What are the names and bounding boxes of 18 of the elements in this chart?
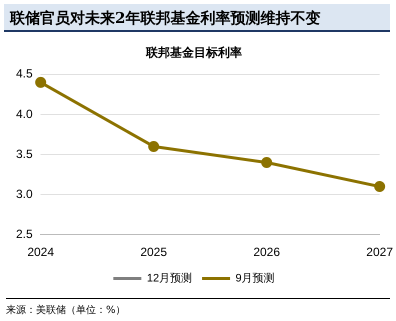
point xyxy=(261,157,272,168)
x-tick-label: 2027 xyxy=(366,245,394,260)
y-tick-label: 3.0 xyxy=(16,186,33,201)
x-tick-label: 2025 xyxy=(140,245,168,260)
y-tick-label: 4.5 xyxy=(16,66,33,81)
point xyxy=(148,140,160,152)
y-tick-label: 2.5 xyxy=(16,226,33,241)
legend-label: 12月预测 xyxy=(146,272,192,285)
chart-title: 联储官员对未来2年联邦基金利率预测维持不变 xyxy=(4,4,390,32)
point xyxy=(35,76,46,88)
legend-label: 9月预测 xyxy=(236,272,275,285)
y-tick-label: 3.5 xyxy=(16,146,33,161)
chart-subtitle: 联邦基金目标利率 xyxy=(145,45,242,60)
source-note: 来源：美联储（单位：%） xyxy=(6,298,390,317)
x-tick-label: 2026 xyxy=(253,245,280,260)
point xyxy=(374,181,386,192)
y-tick-label: 4.0 xyxy=(16,106,33,121)
x-tick-label: 2024 xyxy=(27,245,54,260)
